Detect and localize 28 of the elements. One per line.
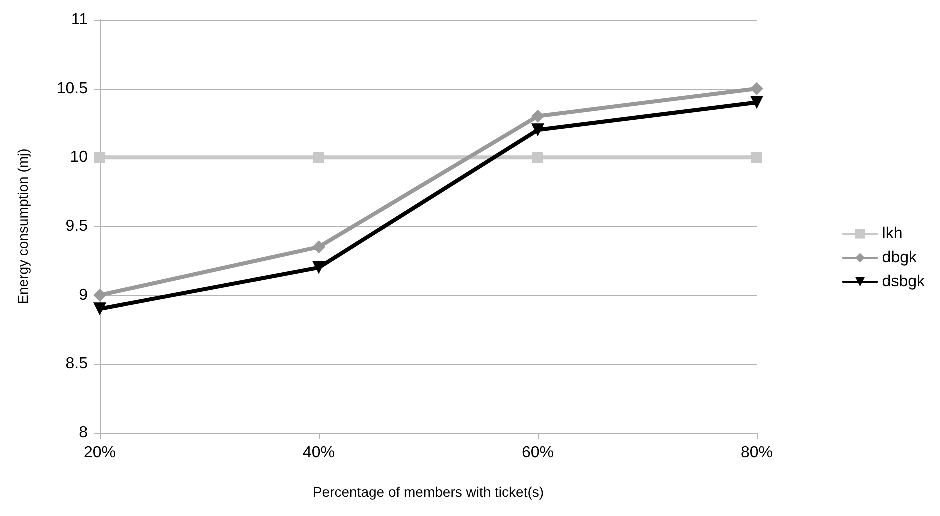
point [532,152,544,164]
point [752,152,762,164]
y-tick-label: 9 [79,286,88,304]
legend-label: lkh [882,226,903,242]
point [312,261,326,274]
y-tick-label: 10.5 [56,80,88,98]
point [94,152,106,164]
y-tick-label: 11 [71,12,88,28]
point [532,110,544,123]
legend-label: dbgk [882,250,918,266]
x-tick-label: 80% [740,444,774,462]
point [312,240,326,254]
x-tick-label: 40% [302,444,336,462]
point [750,96,764,110]
x-axis-title: Percentage of members with ticket(s) [312,484,544,500]
legend-label: dsbgk [882,274,926,290]
y-tick-label: 8.5 [66,356,88,373]
point [314,152,324,164]
y-tick-label: 10 [70,149,88,166]
point [750,82,764,96]
y-tick-label: 8 [79,424,88,442]
point [94,302,106,316]
x-tick-label: 60% [522,444,554,462]
x-tick-label: 20% [84,444,116,462]
y-tick-label: 9.5 [66,218,88,235]
y-axis-title: Energy consumption (mj) [15,148,31,304]
point [532,124,544,137]
point [94,288,106,302]
